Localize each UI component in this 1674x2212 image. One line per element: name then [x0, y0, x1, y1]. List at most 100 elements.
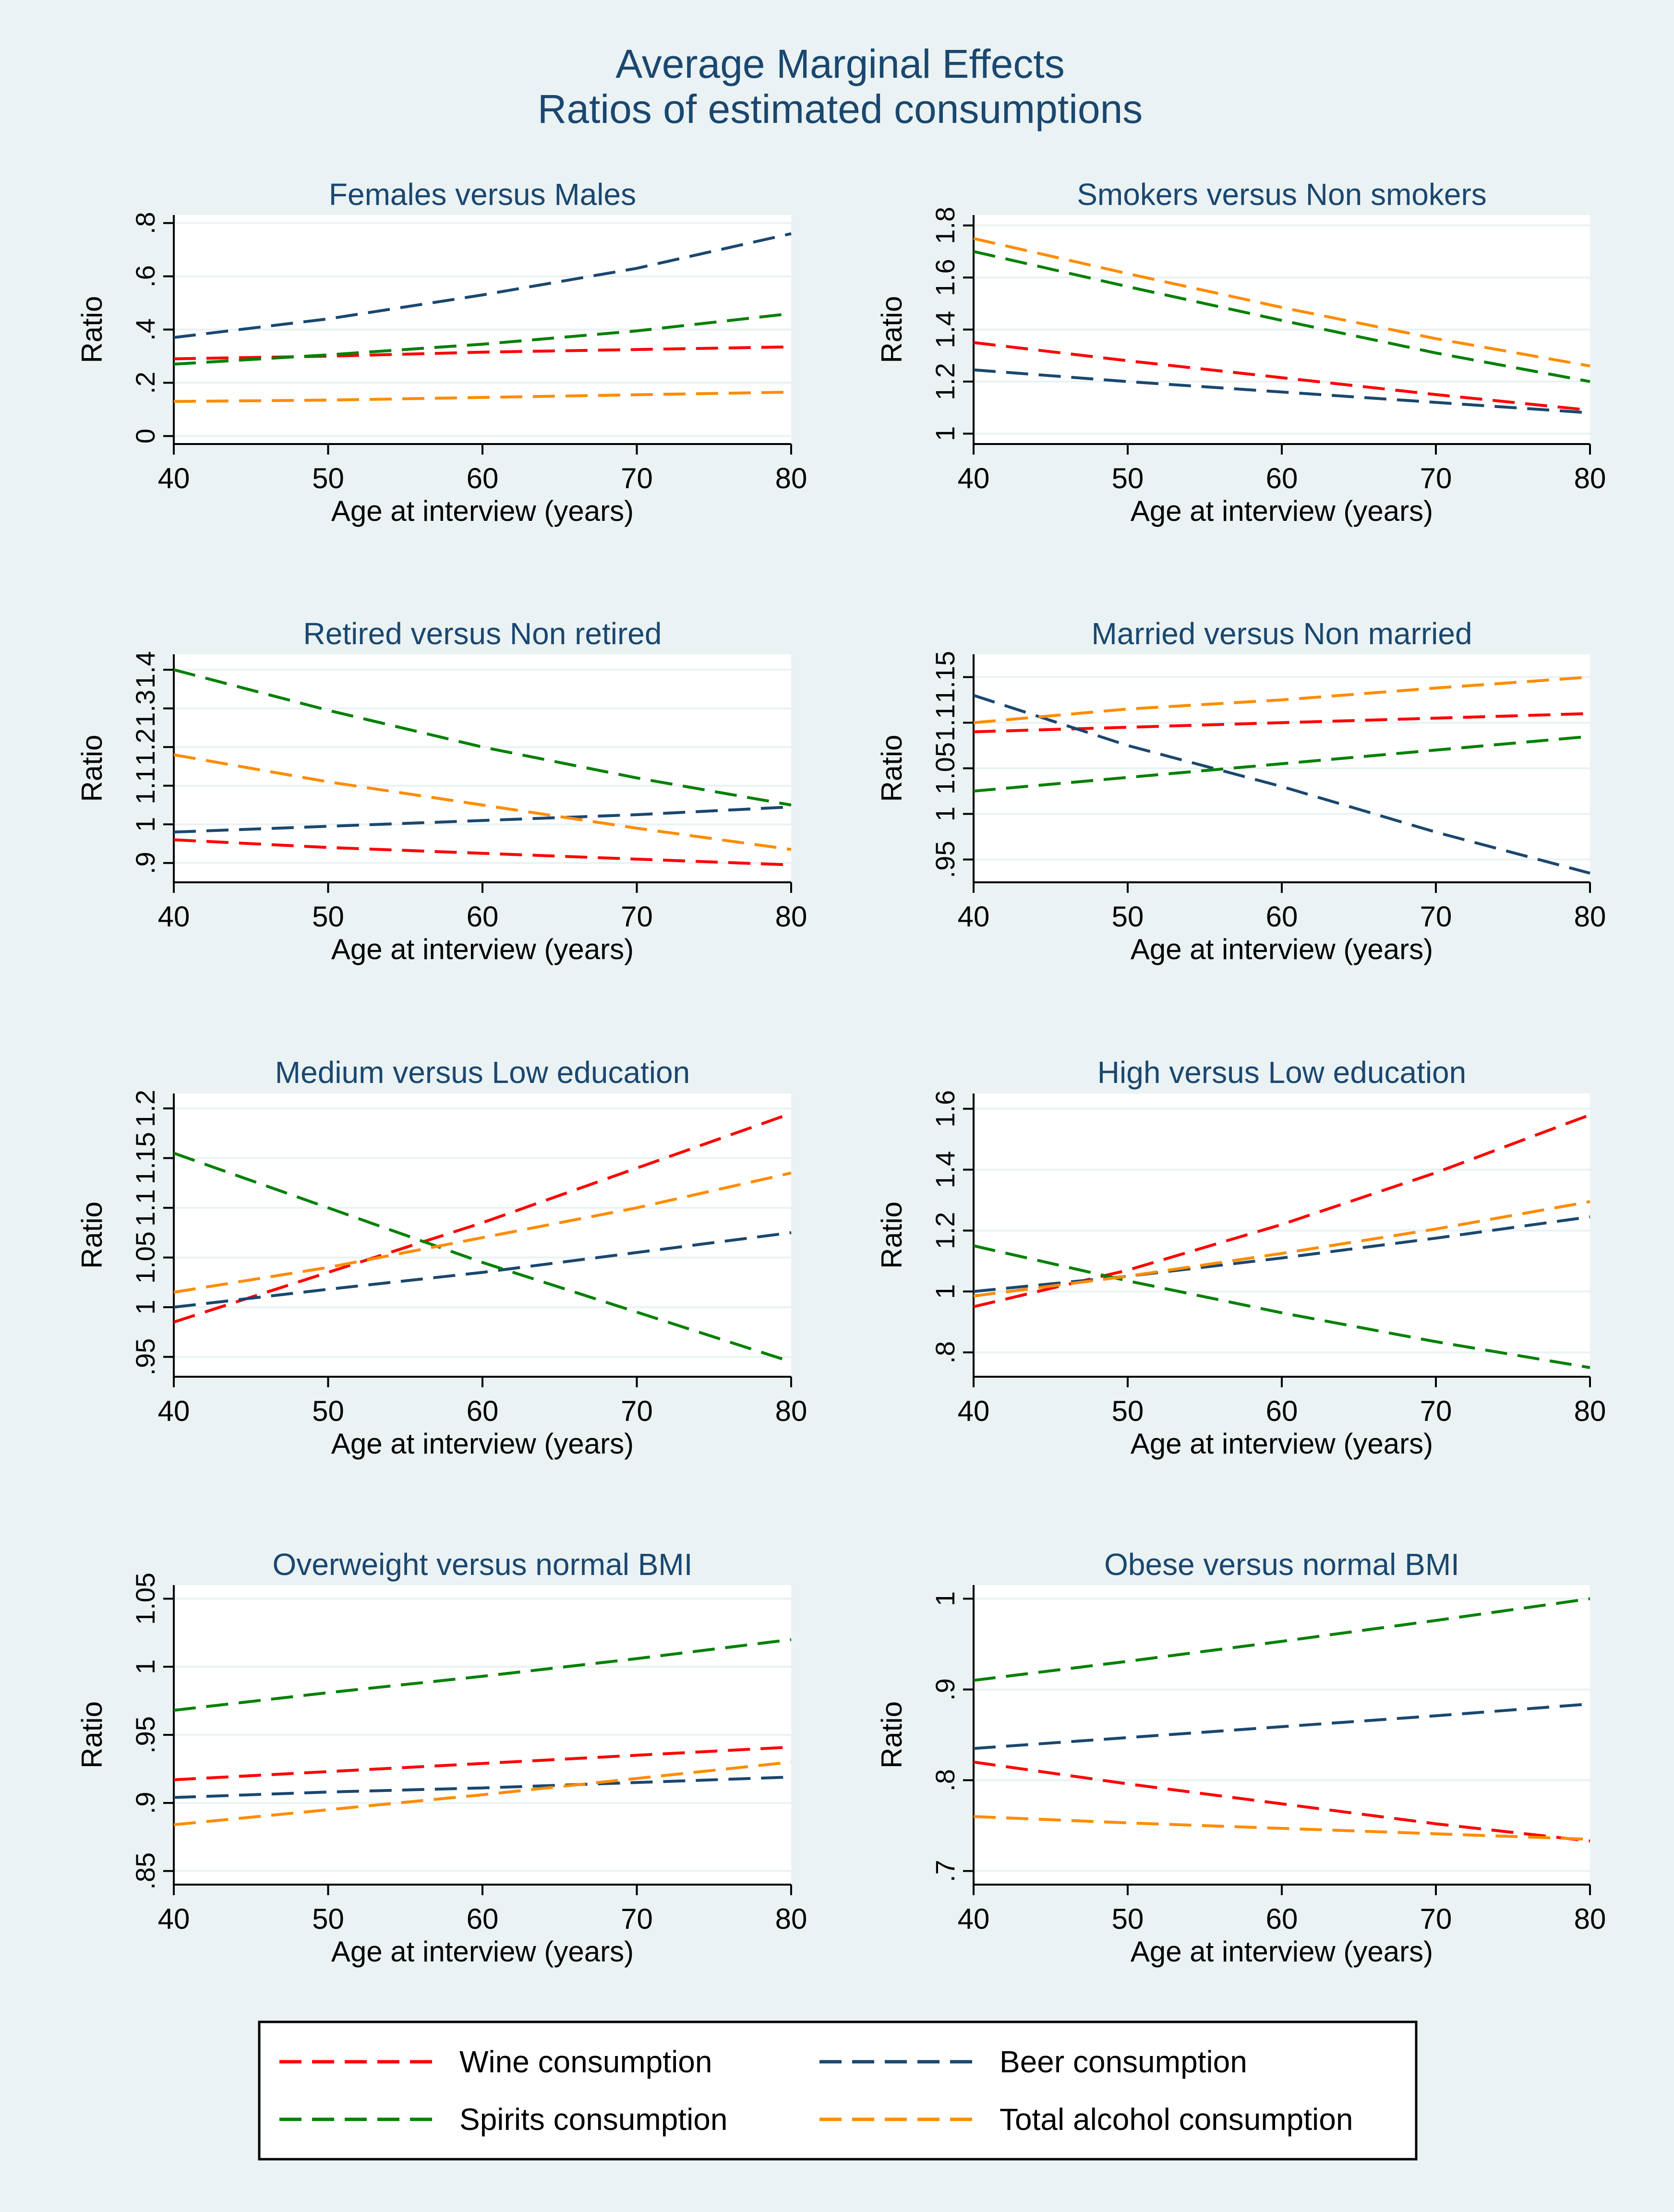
series-line-beer — [173, 1231, 792, 1309]
series-line-total — [173, 1171, 792, 1294]
y-axis-title: Ratio — [76, 1701, 108, 1768]
x-tick-label: 70 — [1420, 462, 1452, 494]
panel-title: High versus Low education — [1097, 1055, 1466, 1090]
y-tick-label: 1.2 — [130, 1090, 160, 1127]
x-tick-label: 50 — [1112, 901, 1144, 933]
y-tick-label: 1.8 — [930, 207, 960, 244]
x-tick-label: 50 — [312, 1395, 344, 1427]
x-tick-label: 40 — [958, 462, 990, 494]
series-line-beer — [973, 1215, 1590, 1293]
x-tick-label: 50 — [312, 1903, 344, 1935]
y-tick-label: .9 — [130, 852, 160, 874]
panel-title: Smokers versus Non smokers — [1077, 177, 1487, 212]
legend-label-total: Total alcohol consumption — [1000, 2102, 1353, 2137]
x-tick-label: 40 — [158, 1395, 190, 1427]
x-tick-label: 50 — [1112, 1395, 1144, 1427]
x-tick-label: 40 — [158, 1903, 190, 1935]
x-tick-label: 40 — [958, 1903, 990, 1935]
y-tick-label: 1.4 — [930, 311, 960, 349]
y-axis-title: Ratio — [876, 1701, 908, 1768]
x-tick-label: 70 — [1420, 1903, 1452, 1935]
y-tick-label: .95 — [130, 1338, 160, 1376]
x-axis-title: Age at interview (years) — [1131, 495, 1433, 527]
series-line-total — [173, 390, 792, 403]
y-tick-label: 0 — [130, 429, 160, 444]
y-tick-label: .9 — [130, 1791, 160, 1814]
series-line-beer — [973, 368, 1590, 414]
x-axis-title: Age at interview (years) — [331, 933, 634, 965]
x-tick-label: 80 — [1574, 1903, 1606, 1935]
y-tick-label: .6 — [130, 265, 160, 288]
y-tick-label: 1.2 — [930, 1212, 960, 1250]
series-line-total — [173, 1760, 792, 1827]
x-tick-label: 70 — [621, 901, 653, 933]
series-line-spirits — [173, 668, 792, 806]
series-line-spirits — [173, 1152, 792, 1363]
y-tick-label: 1.4 — [930, 1151, 960, 1189]
series-line-spirits — [973, 250, 1590, 383]
series-line-wine — [173, 1745, 792, 1781]
x-tick-label: 60 — [467, 1903, 499, 1935]
x-tick-label: 70 — [1420, 1395, 1452, 1427]
plot-area — [974, 1094, 1590, 1377]
panel-title: Females versus Males — [329, 177, 636, 212]
legend-label-wine: Wine consumption — [459, 2044, 712, 2079]
series-line-total — [973, 237, 1590, 368]
panel-title: Medium versus Low education — [275, 1055, 690, 1090]
series-line-beer — [173, 1775, 792, 1799]
panel-title: Married versus Non married — [1091, 616, 1472, 651]
y-tick-label: 1 — [130, 817, 160, 832]
x-tick-label: 60 — [1266, 462, 1298, 494]
y-tick-label: .8 — [130, 212, 160, 234]
panel-title: Overweight versus normal BMI — [273, 1547, 693, 1582]
y-tick-label: 1.1 — [130, 1189, 160, 1226]
legend-box — [258, 2020, 1418, 2161]
series-line-total — [973, 675, 1590, 724]
panel-high-versus-low-education: .8 1 1.2 1.4 1.6 40 50 60 70 80 Age at interview (… — [876, 1041, 1614, 1468]
series-line-wine — [973, 1760, 1590, 1843]
y-tick-label: .8 — [930, 1341, 960, 1364]
x-tick-label: 60 — [1266, 901, 1298, 933]
y-tick-label: 1 — [930, 806, 960, 821]
y-axis-title: Ratio — [76, 1202, 108, 1269]
y-tick-label: 1 — [930, 426, 960, 441]
y-axis-title: Ratio — [876, 1202, 908, 1269]
x-tick-label: 40 — [958, 1395, 990, 1427]
x-axis-title: Age at interview (years) — [1131, 933, 1433, 965]
series-line-spirits — [973, 1244, 1590, 1369]
legend-label-spirits: Spirits consumption — [459, 2102, 727, 2137]
x-tick-label: 70 — [621, 462, 653, 494]
y-axis-title: Ratio — [876, 734, 908, 802]
plot-area — [174, 654, 791, 882]
x-tick-label: 80 — [775, 1903, 807, 1935]
y-tick-label: 1.2 — [930, 363, 960, 400]
series-line-beer — [173, 232, 792, 339]
plot-area — [174, 1094, 791, 1377]
y-tick-label: .2 — [130, 372, 160, 394]
y-axis-title: Ratio — [76, 734, 108, 802]
series-line-spirits — [973, 1597, 1590, 1682]
x-tick-label: 50 — [1112, 1903, 1144, 1935]
y-tick-label: 1.1 — [130, 767, 160, 805]
y-tick-label: 1 — [930, 1591, 960, 1606]
figure-title-line1: Average Marginal Effects — [615, 41, 1064, 86]
x-axis-title: Age at interview (years) — [1131, 1936, 1433, 1968]
x-tick-label: 70 — [1420, 901, 1452, 933]
x-tick-label: 50 — [1112, 462, 1144, 494]
y-axis-title: Ratio — [76, 296, 108, 363]
y-tick-label: .85 — [130, 1852, 160, 1890]
x-tick-label: 60 — [1266, 1395, 1298, 1427]
y-tick-label: .7 — [930, 1860, 960, 1882]
y-tick-label: 1 — [130, 1300, 160, 1315]
x-tick-label: 40 — [958, 901, 990, 933]
series-line-total — [973, 1815, 1590, 1841]
panel-medium-versus-low-education: .95 1 1.05 1.1 1.15 1.2 40 50 60 70 80 Age at inter… — [76, 1041, 815, 1468]
y-tick-label: 1.3 — [130, 690, 160, 727]
series-line-wine — [173, 1112, 792, 1323]
x-tick-label: 50 — [312, 901, 344, 933]
y-tick-label: 1.15 — [130, 1132, 160, 1184]
panel-retired-versus-non-retired: .9 1 1.11.21.31.4 40 50 60 70 80 Age at intervie… — [76, 601, 815, 974]
series-line-spirits — [173, 312, 792, 366]
x-tick-label: 80 — [775, 1395, 807, 1427]
panel-smokers-versus-non-smokers: 1 1.2 1.4 1.6 1.8 40 50 60 70 80 Age at interview … — [876, 162, 1614, 535]
